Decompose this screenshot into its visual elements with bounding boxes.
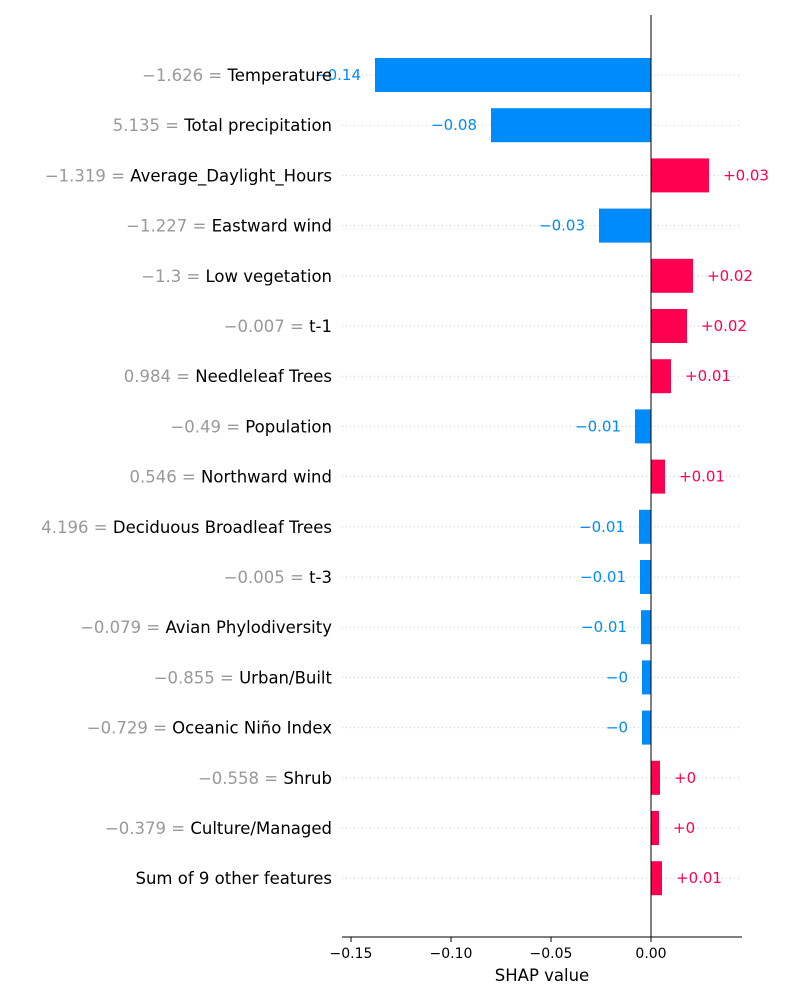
bar-value-label: −0.08 [431,116,477,134]
feature-label: 5.135 = Total precipitation [113,116,332,135]
feature-label: 0.546 = Northward wind [129,468,332,487]
feature-label: −1.3 = Low vegetation [141,267,332,286]
feature-labels: −1.626 = Temperature 5.135 = Total precip… [41,66,332,888]
feature-label: 0.984 = Needleleaf Trees [124,367,332,386]
x-tick-label: −0.10 [430,946,473,962]
feature-name: Urban/Built [239,668,332,687]
shap-bar [651,459,665,494]
bar-value-label: −0.01 [580,568,626,586]
feature-value: 0.984 = [124,367,190,386]
bar-value-label: −0.01 [579,518,625,536]
feature-value: 0.546 = [129,468,195,487]
feature-label: −0.49 = Population [170,417,332,436]
bar-value-label: +0.02 [707,267,753,285]
x-tick-label: −0.15 [330,946,373,962]
feature-name: t-1 [309,317,332,336]
shap-bar [491,108,651,143]
bar-value-label: +0.03 [723,166,769,184]
feature-value: 5.135 = [113,116,179,135]
feature-label: −0.007 = t-1 [224,317,332,336]
feature-name: Temperature [226,66,332,85]
feature-name: Needleleaf Trees [195,367,332,386]
bar-value-label: +0 [674,769,696,787]
feature-value: −0.005 = [224,568,304,587]
feature-label: Sum of 9 other features [135,869,332,888]
feature-value: −0.49 = [170,417,240,436]
feature-name: Sum of 9 other features [135,869,332,888]
feature-name: Eastward wind [212,217,332,236]
bar-value-label: −0.03 [539,217,585,235]
bar-value-label: −0 [606,668,628,686]
feature-label: −1.319 = Average_Daylight_Hours [45,166,332,186]
shap-bar [642,660,651,695]
feature-name: t-3 [309,568,332,587]
shap-bar [651,760,660,795]
bar-value-label: −0.14 [315,66,361,84]
feature-value: −1.319 = [45,166,125,185]
feature-value: −0.558 = [198,769,278,788]
feature-name: Population [245,417,332,436]
shap-bar [599,208,651,243]
bar-value-label: −0.01 [581,618,627,636]
feature-name: Northward wind [201,468,332,487]
shap-bar [651,158,709,193]
feature-value: −0.729 = [87,719,167,738]
feature-label: −0.855 = Urban/Built [154,668,333,687]
feature-label: 4.196 = Deciduous Broadleaf Trees [41,518,332,537]
shap-bar [651,258,693,293]
feature-value: 4.196 = [41,518,107,537]
x-axis-title: SHAP value [495,966,589,985]
feature-value: −0.007 = [224,317,304,336]
feature-value: −1.626 = [142,66,222,85]
shap-bar [651,811,659,845]
feature-name: Avian Phylodiversity [165,618,332,637]
feature-value: −0.379 = [105,819,185,838]
x-tick-label: 0.00 [635,946,666,962]
shap-bar [641,610,651,645]
bar-value-label: +0.02 [701,317,747,335]
bar-value-label: +0.01 [676,869,722,887]
feature-name: Shrub [283,769,332,788]
feature-label: −1.626 = Temperature [142,66,332,85]
feature-value: −0.079 = [80,618,160,637]
feature-label: −0.729 = Oceanic Niño Index [87,719,332,738]
feature-label: −0.379 = Culture/Managed [105,819,332,838]
shap-bar [642,710,651,745]
feature-name: Oceanic Niño Index [172,719,332,738]
shap-bar [375,58,651,92]
feature-value: −0.855 = [154,668,234,687]
bar-value-label: +0 [673,819,695,837]
shap-bar [651,861,662,896]
feature-name: Deciduous Broadleaf Trees [113,518,332,537]
feature-label: −1.227 = Eastward wind [126,217,332,236]
feature-label: −0.079 = Avian Phylodiversity [80,618,332,637]
x-tick-label: −0.05 [530,946,573,962]
feature-name: Total precipitation [183,116,332,135]
x-axis: −0.15 −0.10 −0.05 0.00 [330,936,742,962]
bar-value-label: −0 [606,719,628,737]
shap-bar [651,309,687,343]
feature-name: Culture/Managed [190,819,332,838]
shap-bar [651,359,671,394]
shap-bar [635,409,651,444]
feature-name: Low vegetation [206,267,332,286]
feature-label: −0.005 = t-3 [224,568,332,587]
feature-name: Average_Daylight_Hours [130,166,332,186]
bars: −0.14 −0.08 +0.03 −0.03 +0.02 +0.02 +0.01 −0.01… [315,58,769,896]
shap-bar [640,560,651,594]
bar-value-label: −0.01 [575,417,621,435]
shap-bar [639,509,651,544]
grid-lines [342,74,742,879]
bar-value-label: +0.01 [679,468,725,486]
feature-label: −0.558 = Shrub [198,769,332,788]
bar-value-label: +0.01 [685,367,731,385]
feature-value: −1.227 = [126,217,206,236]
feature-value: −1.3 = [141,267,200,286]
